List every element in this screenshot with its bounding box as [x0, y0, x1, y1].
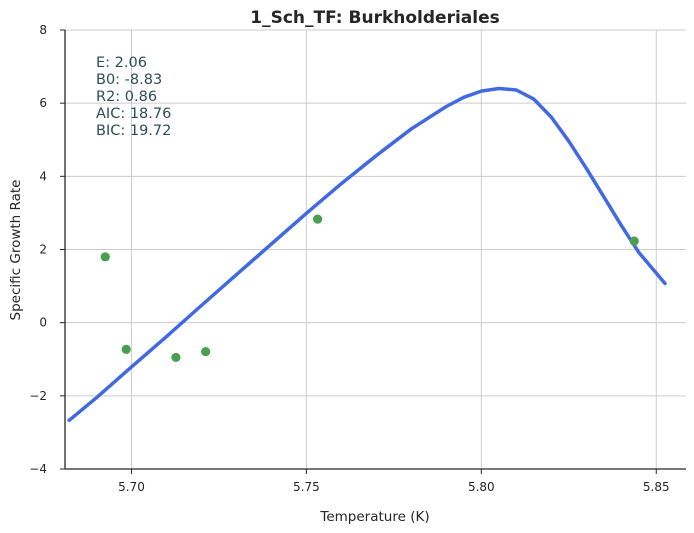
data-point-1: [121, 344, 131, 354]
y-tick-label-3: 2: [39, 243, 47, 257]
fit-statistics: E: 2.06 B0: -8.83 R2: 0.86 AIC: 18.76 BI…: [96, 55, 171, 139]
x-tick-label-3: 5.85: [643, 480, 670, 494]
grid: [65, 29, 686, 470]
stat-r2: R2: 0.86: [96, 89, 157, 105]
x-tick-label-2: 5.80: [468, 480, 495, 494]
y-axis-label: Specific Growth Rate: [8, 180, 24, 321]
x-tick-label-1: 5.75: [293, 480, 320, 494]
data-point-0: [100, 252, 110, 262]
axes: [60, 29, 686, 474]
stat-b0: B0: -8.83: [96, 72, 162, 88]
data-points-layer: [100, 214, 639, 363]
data-point-2: [171, 352, 181, 363]
y-tick-label-0: −4: [29, 462, 47, 476]
x-tick-label-0: 5.70: [118, 480, 145, 494]
y-tick-label-6: 8: [39, 23, 47, 37]
y-tick-label-2: 0: [39, 316, 47, 330]
y-tick-label-1: −2: [29, 389, 47, 403]
stat-bic: BIC: 19.72: [96, 123, 171, 139]
data-point-3: [201, 346, 211, 357]
stat-e: E: 2.06: [96, 55, 147, 71]
tick-labels: 5.70 5.75 5.80 5.85 −4 −2 0 2 4 6 8: [29, 23, 669, 494]
chart-title: 1_Sch_TF: Burkholderiales: [250, 8, 499, 28]
model-curve-layer: [67, 86, 667, 423]
x-axis-label: Temperature (K): [319, 509, 429, 525]
y-tick-label-5: 6: [39, 96, 47, 110]
stat-aic: AIC: 18.76: [96, 106, 171, 122]
data-point-4: [312, 214, 323, 224]
data-point-5: [629, 236, 639, 246]
model-curve-line: [67, 86, 667, 423]
y-tick-label-4: 4: [39, 169, 47, 183]
